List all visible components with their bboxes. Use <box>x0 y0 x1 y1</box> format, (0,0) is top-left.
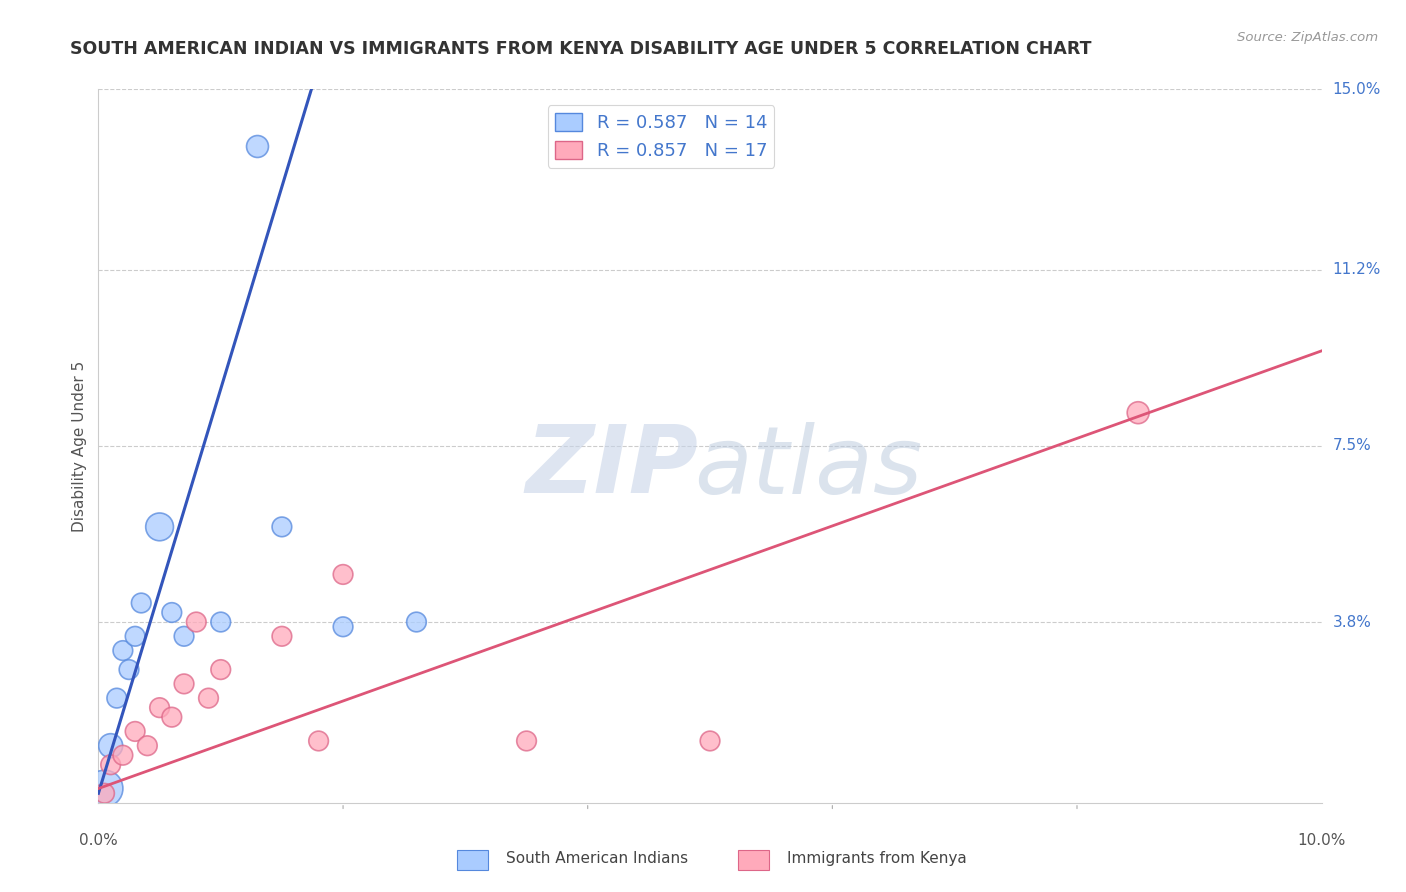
Point <box>308 734 330 748</box>
Point <box>160 710 183 724</box>
Point <box>186 615 208 629</box>
Point <box>209 663 232 677</box>
Point <box>209 615 232 629</box>
Text: 11.2%: 11.2% <box>1333 262 1381 277</box>
Point <box>173 677 195 691</box>
Point <box>197 691 219 706</box>
Point <box>149 520 172 534</box>
Point <box>160 606 183 620</box>
Text: atlas: atlas <box>693 422 922 513</box>
Text: Immigrants from Kenya: Immigrants from Kenya <box>787 851 967 865</box>
Point <box>246 139 269 153</box>
Point <box>270 629 294 643</box>
Point <box>93 786 115 800</box>
Point <box>516 734 538 748</box>
Text: 0.0%: 0.0% <box>79 833 118 848</box>
Point <box>405 615 427 629</box>
Point <box>93 781 115 796</box>
Y-axis label: Disability Age Under 5: Disability Age Under 5 <box>72 360 87 532</box>
Text: 10.0%: 10.0% <box>1298 833 1346 848</box>
Point <box>105 691 128 706</box>
Text: SOUTH AMERICAN INDIAN VS IMMIGRANTS FROM KENYA DISABILITY AGE UNDER 5 CORRELATIO: SOUTH AMERICAN INDIAN VS IMMIGRANTS FROM… <box>70 40 1092 58</box>
Point <box>124 629 146 643</box>
Point <box>118 663 141 677</box>
Point <box>332 567 354 582</box>
Text: ZIP: ZIP <box>526 421 699 514</box>
Point <box>173 629 195 643</box>
Point <box>124 724 146 739</box>
Point <box>129 596 152 610</box>
Point <box>111 748 134 763</box>
Point <box>100 757 122 772</box>
Text: South American Indians: South American Indians <box>506 851 689 865</box>
Point <box>136 739 159 753</box>
Text: Source: ZipAtlas.com: Source: ZipAtlas.com <box>1237 31 1378 45</box>
Point <box>100 739 122 753</box>
Point <box>149 700 172 714</box>
Text: 3.8%: 3.8% <box>1333 615 1372 630</box>
Point <box>332 620 354 634</box>
Text: 7.5%: 7.5% <box>1333 439 1371 453</box>
Point <box>111 643 134 657</box>
Legend: R = 0.587   N = 14, R = 0.857   N = 17: R = 0.587 N = 14, R = 0.857 N = 17 <box>548 105 775 168</box>
Point <box>1128 406 1150 420</box>
Text: 15.0%: 15.0% <box>1333 82 1381 96</box>
Point <box>270 520 294 534</box>
Point <box>699 734 721 748</box>
